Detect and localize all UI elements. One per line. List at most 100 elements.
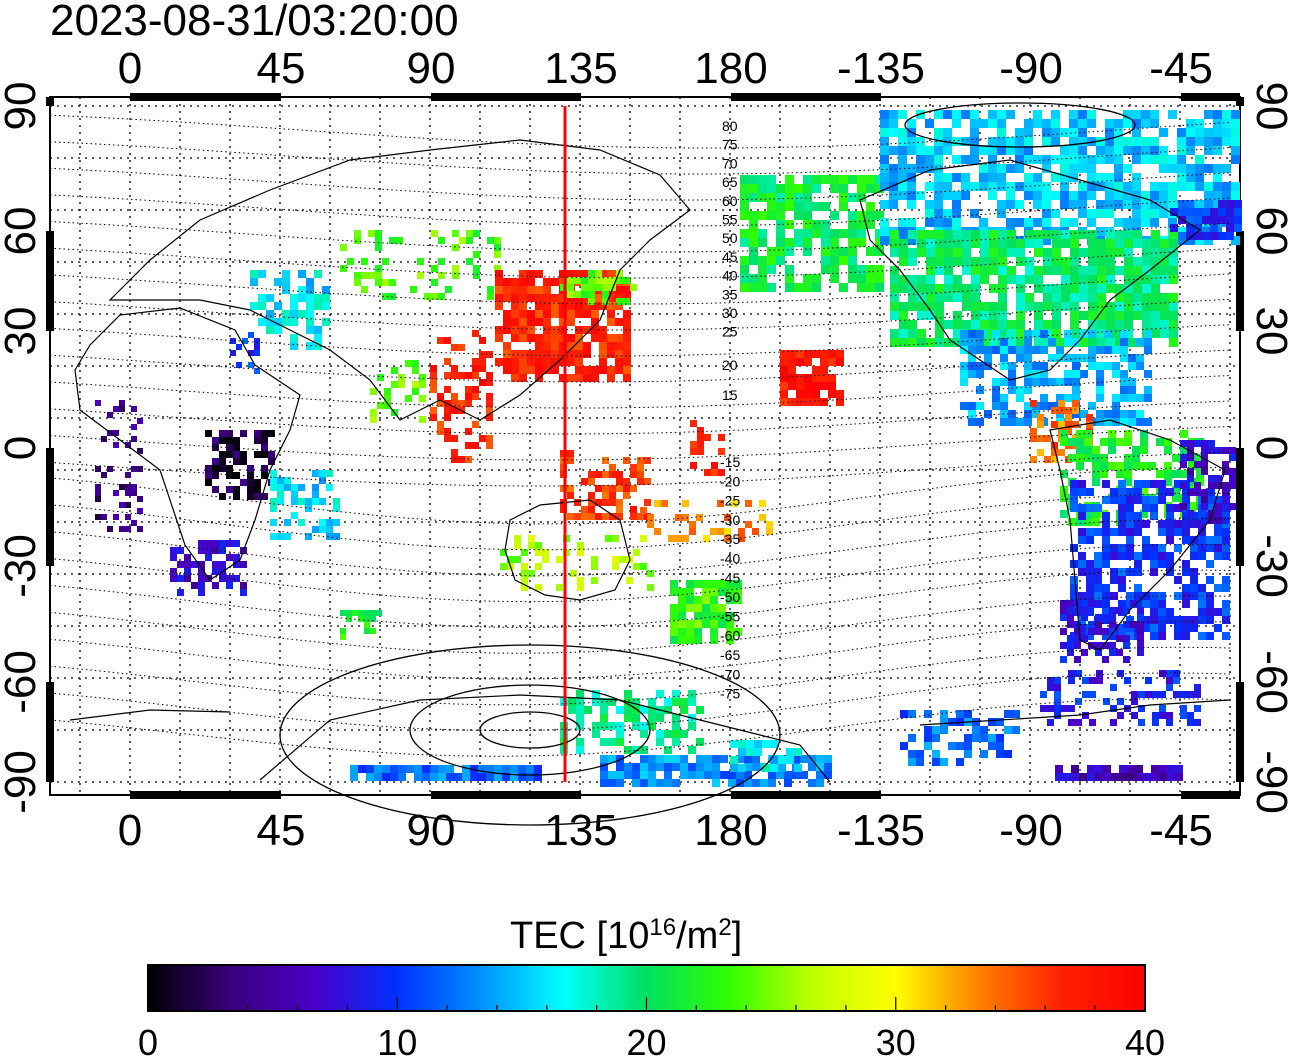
tec-cell: [1078, 110, 1087, 119]
tec-cell: [1141, 137, 1150, 146]
tec-cell: [1108, 430, 1116, 438]
tec-cell: [718, 448, 725, 455]
tec-cell: [917, 338, 926, 347]
tec-cell: [494, 765, 502, 773]
tec-cell: [1079, 275, 1088, 284]
tec-cell: [444, 435, 451, 442]
tec-cell: [366, 773, 374, 781]
tec-cell: [857, 265, 866, 274]
tec-cell: [1188, 462, 1196, 470]
tec-cell: [389, 279, 396, 286]
tec-cell: [352, 610, 358, 616]
tec-cell: [908, 320, 917, 329]
tec-cell: [495, 326, 503, 334]
tec-cell: [1086, 592, 1094, 600]
tec-cell: [908, 734, 916, 742]
tec-cell: [494, 773, 502, 781]
tec-cell: [1102, 496, 1110, 504]
tec-cell: [340, 628, 346, 634]
tec-cell: [535, 350, 543, 358]
tec-cell: [916, 164, 925, 173]
tec-cell: [979, 182, 988, 191]
tec-cell: [1142, 616, 1150, 624]
tec-cell: [917, 239, 926, 248]
tec-cell: [507, 556, 514, 563]
tec-cell: [465, 400, 472, 407]
top-frame-bar: [431, 93, 581, 101]
tec-cell: [767, 283, 776, 292]
tec-cell: [1178, 208, 1186, 216]
tec-cell: [820, 350, 828, 358]
tec-cell: [1114, 173, 1123, 182]
contour-line: [49, 114, 1231, 149]
tec-cell: [672, 722, 680, 730]
tec-cell: [1043, 230, 1052, 239]
tec-cell: [890, 275, 899, 284]
coastline: [504, 499, 631, 601]
tec-cell: [125, 484, 131, 490]
tec-cell: [1206, 608, 1214, 616]
tec-cell: [956, 742, 964, 750]
tec-cell: [623, 478, 630, 485]
tec-cell: [1051, 421, 1058, 428]
tec-cell: [680, 706, 688, 714]
tec-cell: [1102, 520, 1110, 528]
tec-cell: [836, 390, 844, 398]
tec-cell: [412, 360, 419, 367]
tec-cell: [430, 765, 438, 773]
tec-cell: [1222, 517, 1229, 524]
left-frame-bar: [46, 97, 54, 106]
colorbar-tick-label: 30: [876, 1022, 916, 1057]
tec-cell: [997, 137, 1006, 146]
tec-cell: [107, 466, 113, 472]
tec-cell: [212, 465, 219, 472]
tec-cell: [1051, 110, 1060, 119]
tec-cell: [821, 256, 830, 265]
tec-cell: [495, 334, 503, 342]
tec-cell: [1144, 418, 1152, 426]
tec-cell: [935, 293, 944, 302]
tec-cell: [640, 755, 648, 763]
tec-cell: [820, 382, 828, 390]
tec-cell: [680, 763, 688, 771]
tec-cell: [1158, 616, 1166, 624]
tec-cell: [1135, 773, 1143, 781]
contour-line: [49, 167, 1231, 201]
top-longitude-label: -135: [837, 44, 925, 93]
tec-cell: [970, 110, 979, 119]
tec-cell: [1214, 536, 1222, 544]
tec-cell: [1112, 394, 1120, 402]
tec-cell: [934, 110, 943, 119]
tec-cell: [1164, 462, 1172, 470]
tec-cell: [1151, 311, 1160, 320]
tec-cell: [857, 283, 866, 292]
tec-cell: [577, 584, 584, 591]
tec-cell: [1054, 698, 1061, 705]
tec-cell: [1166, 616, 1174, 624]
tec-cell: [697, 448, 704, 455]
tec-cell: [452, 272, 459, 279]
tec-cell: [333, 498, 340, 505]
tec-cell: [738, 528, 745, 535]
tec-cell: [616, 298, 623, 305]
tec-cell: [519, 350, 527, 358]
tec-cell: [1151, 284, 1160, 293]
right-latitude-label: 90: [1247, 82, 1294, 131]
tec-cell: [880, 164, 889, 173]
tec-cell: [647, 570, 654, 577]
tec-cell: [952, 137, 961, 146]
tec-cell: [979, 173, 988, 182]
tec-cell: [236, 362, 242, 368]
tec-cell: [1195, 128, 1204, 137]
tec-cell: [1158, 624, 1166, 632]
tec-cell: [608, 779, 616, 787]
tec-cell: [821, 265, 830, 274]
tec-cell: [226, 444, 233, 451]
tec-cell: [943, 191, 952, 200]
tec-cell: [405, 360, 412, 367]
tec-cell: [916, 137, 925, 146]
tec-cell: [1061, 705, 1068, 712]
tec-cell: [1204, 137, 1213, 146]
tec-cell: [1150, 624, 1158, 632]
tec-cell: [438, 258, 445, 265]
